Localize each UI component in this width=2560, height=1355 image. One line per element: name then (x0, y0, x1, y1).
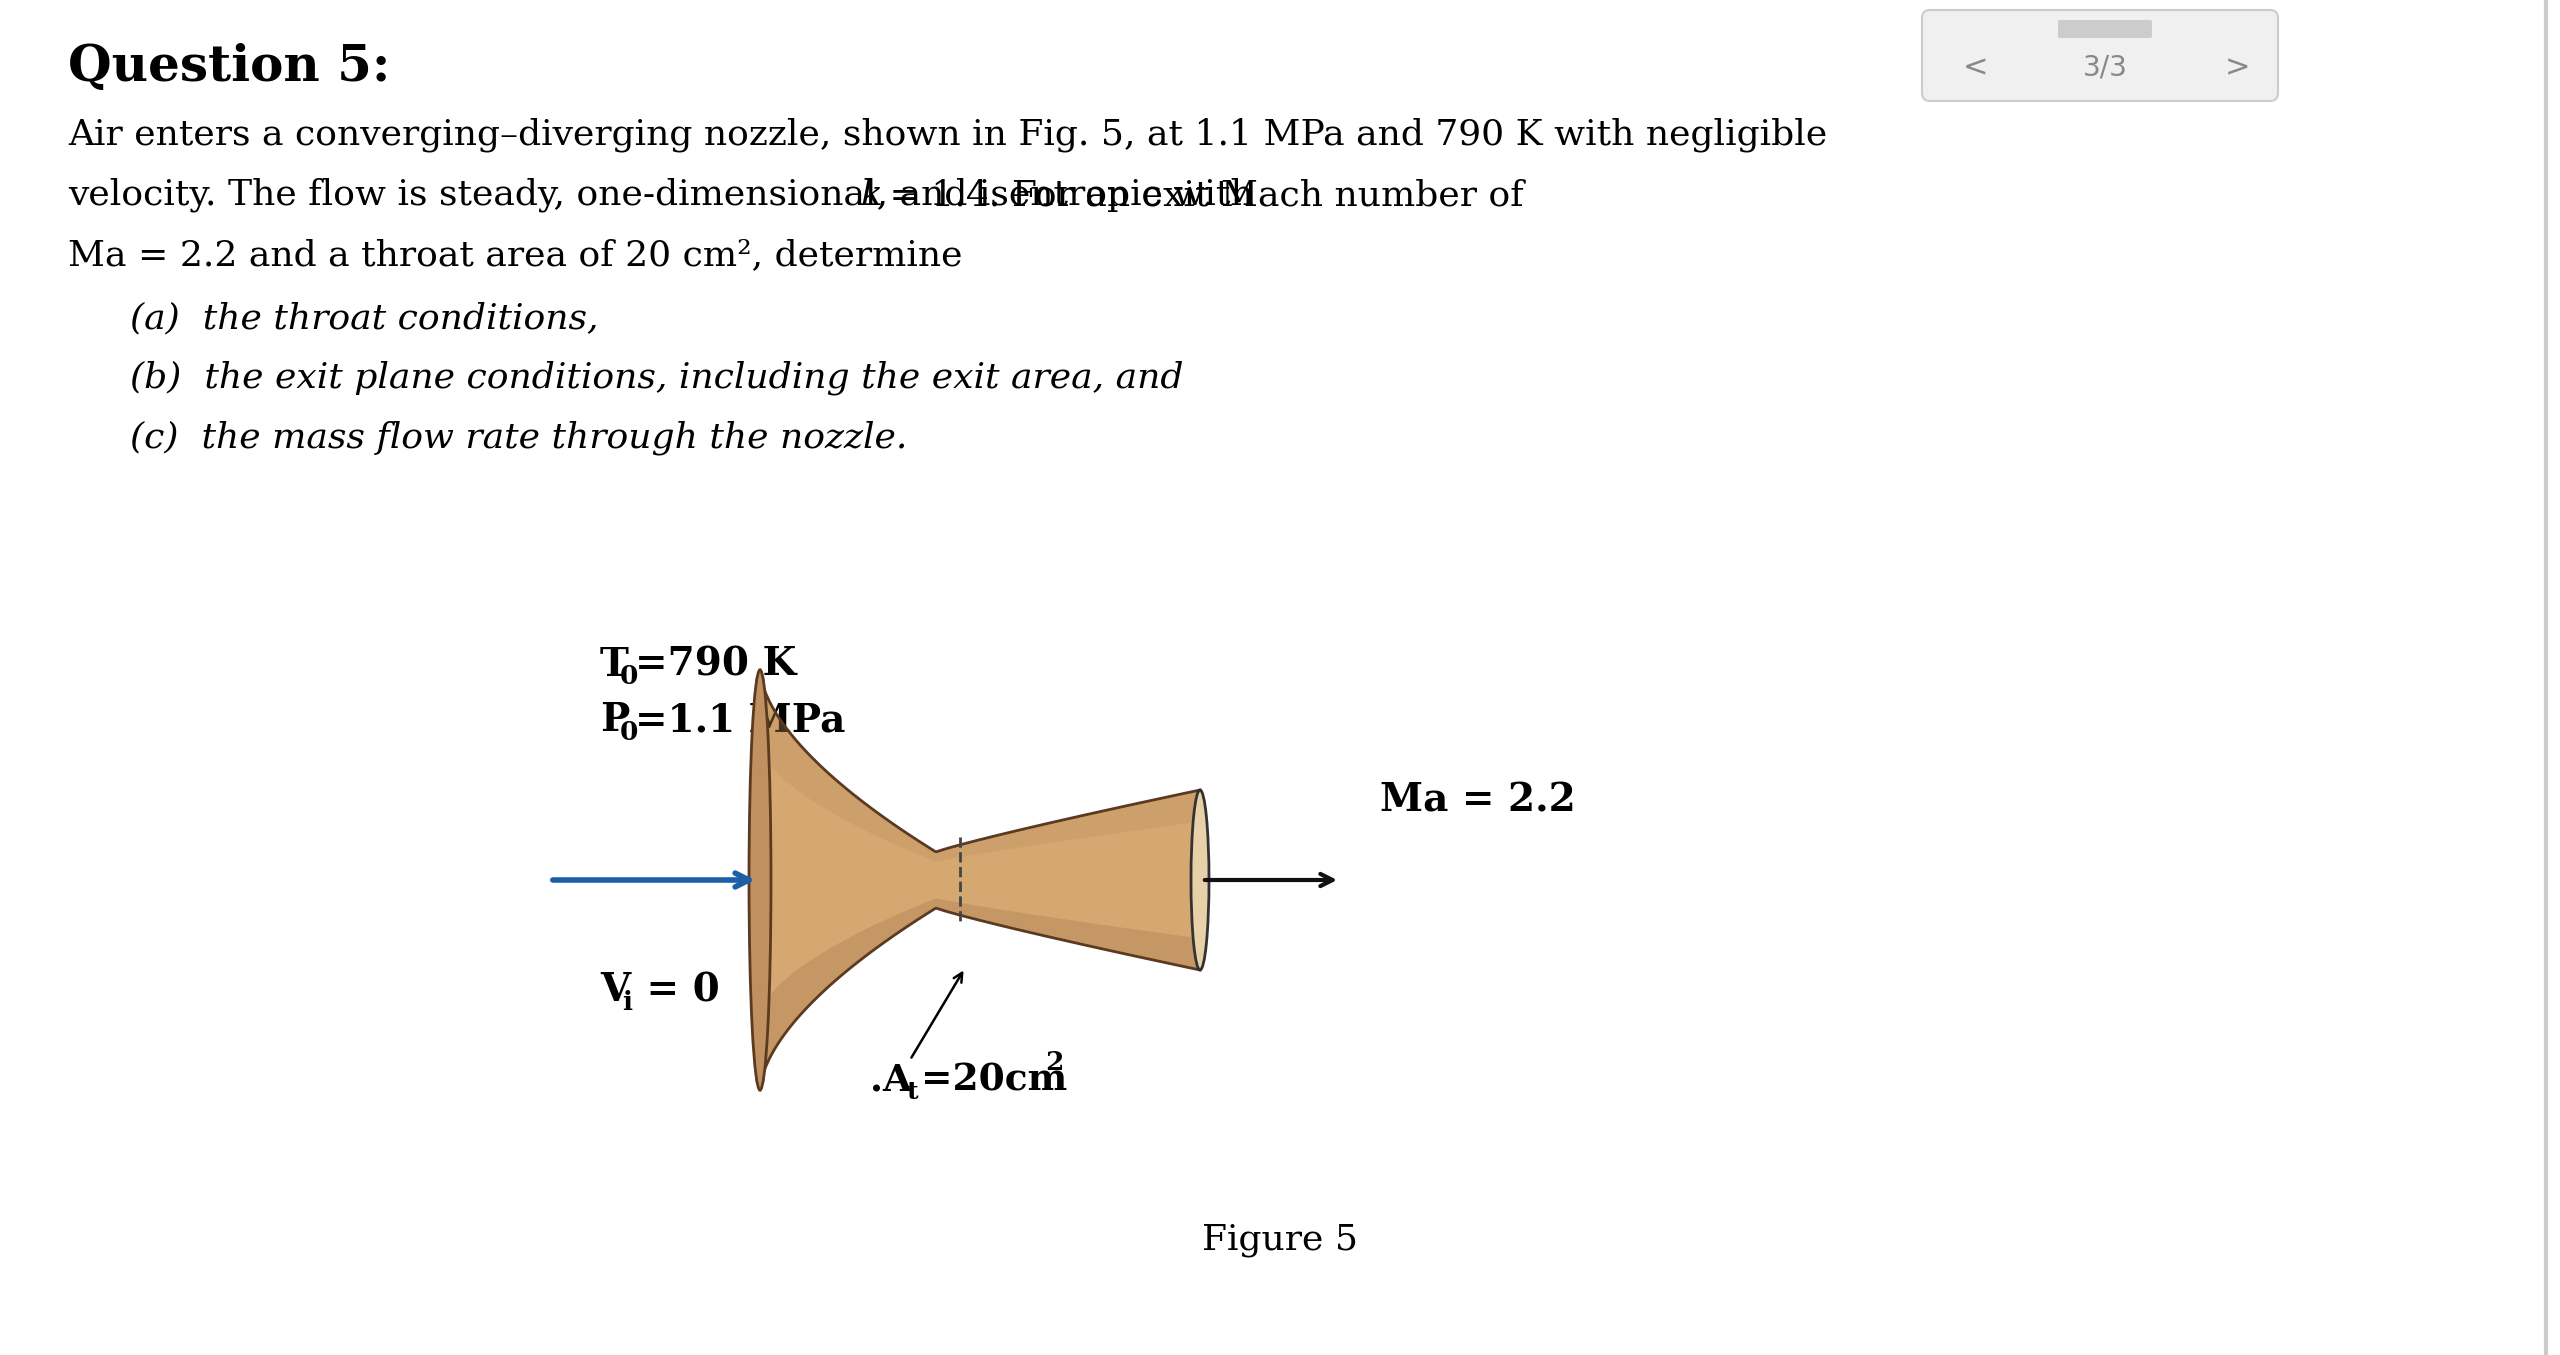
Polygon shape (760, 669, 1201, 1089)
Text: (a)  the throat conditions,: (a) the throat conditions, (131, 301, 599, 335)
Text: i: i (622, 989, 632, 1015)
Ellipse shape (1190, 790, 1208, 970)
Text: =1.1 MPa: =1.1 MPa (635, 701, 845, 738)
Text: (c)  the mass flow rate through the nozzle.: (c) the mass flow rate through the nozzl… (131, 420, 906, 455)
Text: >: > (2225, 53, 2250, 83)
Text: 2: 2 (1044, 1050, 1062, 1075)
Text: =790 K: =790 K (635, 646, 796, 684)
Text: (b)  the exit plane conditions, including the exit area, and: (b) the exit plane conditions, including… (131, 360, 1183, 396)
Text: =20cm: =20cm (922, 1061, 1068, 1099)
Text: P: P (599, 701, 630, 738)
Text: k: k (860, 178, 881, 211)
Text: = 1.4. For an exit Mach number of: = 1.4. For an exit Mach number of (878, 178, 1523, 211)
Text: Ma = 2.2 and a throat area of 20 cm², determine: Ma = 2.2 and a throat area of 20 cm², de… (69, 238, 963, 272)
Text: Air enters a converging–diverging nozzle, shown in Fig. 5, at 1.1 MPa and 790 K : Air enters a converging–diverging nozzle… (69, 118, 1828, 152)
Text: .A: .A (870, 1061, 911, 1099)
Polygon shape (760, 898, 1201, 1089)
Text: Question 5:: Question 5: (69, 43, 389, 92)
Text: 3/3: 3/3 (2084, 54, 2127, 83)
Text: velocity. The flow is steady, one-dimensional, and isentropic with: velocity. The flow is steady, one-dimens… (69, 178, 1265, 213)
Text: Ma = 2.2: Ma = 2.2 (1380, 780, 1577, 818)
Polygon shape (760, 669, 1201, 862)
Text: = 0: = 0 (632, 972, 719, 1009)
Text: T: T (599, 646, 630, 684)
Text: 0: 0 (620, 664, 637, 690)
Ellipse shape (750, 669, 771, 1089)
Text: t: t (906, 1080, 916, 1104)
FancyBboxPatch shape (1923, 9, 2278, 102)
Text: <: < (1964, 53, 1987, 83)
Text: 0: 0 (620, 720, 637, 744)
Text: V: V (599, 972, 630, 1009)
Text: Figure 5: Figure 5 (1203, 1224, 1357, 1257)
FancyBboxPatch shape (2058, 20, 2153, 38)
